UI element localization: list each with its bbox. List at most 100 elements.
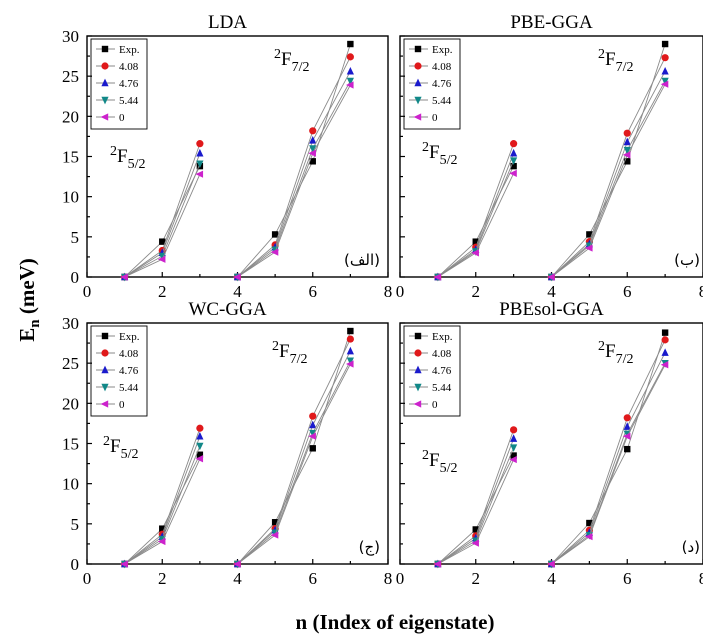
series-5.44: [434, 359, 669, 569]
legend-marker: [101, 349, 109, 357]
legend-label: 5.44: [119, 382, 139, 394]
series-line: [237, 360, 351, 565]
data-point: [433, 273, 442, 281]
data-point: [196, 431, 204, 440]
data-point: [196, 160, 204, 169]
y-tick-label: 10: [62, 188, 79, 207]
data-point: [346, 66, 354, 75]
term-symbol: 2F5/2: [422, 448, 457, 476]
legend-label: 4.76: [119, 78, 139, 90]
legend-label: 5.44: [432, 382, 452, 394]
data-point: [196, 451, 204, 458]
y-tick-label: 5: [71, 228, 80, 247]
term-symbol: 2F7/2: [274, 47, 309, 75]
series-line: [437, 153, 515, 278]
series-line: [237, 363, 351, 565]
data-point: [661, 77, 669, 86]
legend-marker: [101, 365, 109, 374]
legend-label: 0: [119, 112, 125, 124]
x-tick-label: 8: [384, 282, 393, 301]
legend-marker: [413, 113, 422, 121]
x-tick-label: 4: [233, 282, 242, 301]
legend-marker: [101, 383, 109, 392]
data-point: [195, 170, 204, 178]
x-tick-label: 4: [547, 569, 556, 588]
y-tick-label: 15: [62, 435, 79, 454]
data-point: [346, 335, 354, 343]
data-point: [195, 455, 204, 463]
legend-label: 5.44: [432, 95, 452, 107]
data-point: [509, 169, 517, 177]
series-Exp.: [121, 327, 354, 568]
legend: Exp. 4.08 4.76 5.44 0: [403, 38, 461, 130]
term-symbol: 2F7/2: [598, 339, 633, 367]
data-point: [309, 145, 317, 153]
term-symbol: 2F5/2: [103, 434, 138, 462]
legend-marker: [414, 45, 422, 53]
panel-title: PBEsol-GGA: [499, 299, 604, 320]
data-point: [510, 157, 518, 165]
data-point: [586, 519, 593, 527]
legend-label: 0: [432, 399, 438, 411]
legend-label: 5.44: [119, 95, 139, 107]
data-point: [623, 129, 631, 137]
series-0: [433, 361, 669, 568]
legend-label: Exp.: [432, 331, 453, 343]
data-point: [624, 158, 631, 165]
data-point: [271, 231, 279, 238]
x-tick-label: 0: [396, 282, 405, 301]
x-tick-label: 6: [309, 569, 318, 588]
panel-title: WC-GGA: [188, 299, 266, 320]
x-tick-label: 6: [623, 569, 632, 588]
series-line: [237, 350, 351, 565]
legend-label: 4.08: [432, 348, 452, 360]
series-line: [237, 43, 351, 278]
data-point: [196, 424, 204, 432]
legend: Exp. 4.08 4.76 5.44 0: [403, 325, 461, 417]
series-line: [551, 57, 666, 278]
series-line: [551, 80, 666, 278]
panel-label: (ج): [359, 538, 380, 557]
term-symbol: 2F5/2: [422, 140, 457, 168]
y-tick-label: 20: [62, 394, 79, 413]
data-point: [309, 420, 317, 429]
data-point: [547, 560, 555, 568]
x-tick-label: 0: [83, 569, 92, 588]
series-line: [237, 84, 351, 278]
legend-marker: [100, 113, 109, 121]
data-point: [159, 238, 166, 245]
x-tick-label: 4: [547, 282, 556, 301]
series-line: [551, 43, 666, 278]
term-symbol: 2F5/2: [110, 144, 145, 172]
x-tick-label: 2: [158, 569, 167, 588]
series-0: [120, 360, 354, 568]
data-point: [309, 429, 317, 438]
panel-4: PBEsol-GGA 0 2 4 6 8 Exp. 4.08 4.76 5.44 0 2F5/2 2F7…: [396, 299, 703, 588]
series-4.08: [434, 336, 669, 568]
series-line: [237, 56, 351, 278]
data-point: [623, 414, 631, 422]
x-tick-label: 8: [699, 282, 703, 301]
x-tick-label: 2: [158, 282, 167, 301]
data-point: [346, 53, 354, 61]
y-tick-label: 5: [71, 515, 80, 534]
y-tick-label: 30: [62, 314, 79, 333]
data-point: [159, 525, 166, 532]
panel-label: (ب): [674, 251, 700, 269]
data-point: [622, 432, 631, 440]
series-4.08: [121, 53, 354, 281]
series-line: [551, 71, 666, 278]
data-point: [233, 273, 241, 281]
legend-marker: [414, 332, 422, 340]
panel-title: LDA: [208, 12, 247, 33]
data-point: [661, 54, 669, 62]
series-0: [120, 81, 354, 281]
legend: Exp. 4.08 4.76 5.44 0: [90, 38, 148, 130]
data-point: [196, 140, 204, 148]
series-0: [433, 80, 669, 281]
data-point: [345, 81, 354, 89]
data-point: [196, 442, 204, 451]
panel-label: (د): [682, 538, 700, 556]
